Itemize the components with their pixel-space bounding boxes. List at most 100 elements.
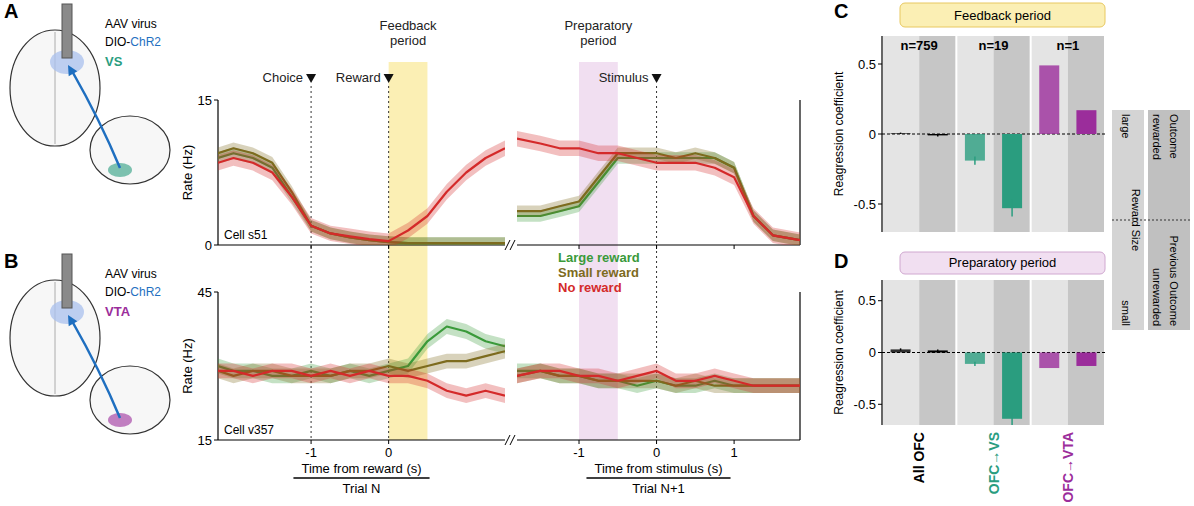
legend-text: large [1120,114,1132,138]
y-tick-label: 0.5 [858,57,876,72]
legend-text: rewarded [1151,114,1163,160]
y-tick-label: 15 [198,93,212,108]
x-tick [311,245,312,249]
y-tick-label: -0.5 [854,197,876,212]
panel-title: Preparatory period [949,255,1057,270]
y-axis [217,100,218,245]
legend-text: Outcome [1168,114,1180,159]
axis-break [505,435,515,445]
event-line [388,86,389,440]
sem-band [218,364,505,404]
target-label: VTA [105,304,131,319]
error-bar [937,134,939,136]
error-bar [974,156,976,164]
y-tick-label: 0 [869,345,876,360]
bar [1002,353,1022,419]
period-label-line: Feedback [379,18,437,33]
plot-data [891,348,1097,425]
y-axis-title: Rate (Hz) [180,145,195,201]
event-marker [384,74,394,83]
sem-band [517,131,800,245]
error-bar [900,133,902,134]
x-axis [517,244,800,245]
panel-title: Feedback period [954,8,1051,23]
sem-band [517,364,800,394]
plot-data [218,141,505,245]
bar [891,133,911,135]
construct-part: ChR2 [130,35,161,49]
midline [55,32,56,144]
axis-break [505,240,515,250]
period-label: Feedbackperiod [379,18,437,48]
midline [55,282,56,394]
period-label: Preparatoryperiod [564,18,632,48]
x-tick [388,245,389,249]
x-tick [579,440,580,444]
plot-data [517,364,800,394]
plot-data [218,319,505,403]
bar-panel: Preparatory period -0.5 0 0.5 Reagression co… [832,252,1105,503]
y-tick [214,440,218,441]
panel-letter: C [834,0,848,22]
y-axis-title: Rate (Hz) [180,338,195,394]
y-tick-label: 0.5 [858,293,876,308]
error-bar [1011,200,1013,217]
virus-label: AAV virus [105,267,157,281]
plot-data [517,131,800,245]
x-tick [734,245,735,249]
legend-entry: No reward [558,280,622,295]
legend-text: small [1120,300,1132,326]
y-tick-label: 0 [205,238,212,253]
n-label: n=759 [901,38,938,53]
x-tick-label: 1 [730,445,737,460]
x-axis-title: Time from stimulus (s) [594,461,722,476]
arrow-head [68,315,77,326]
y-tick [878,204,882,205]
zero-line [882,352,1105,353]
period-label-line: Preparatory [564,18,632,33]
x-tick [656,245,657,249]
target-label: VS [105,54,123,69]
x-tick [579,245,580,249]
panel-letter: A [4,0,18,22]
rate-line [517,371,800,386]
legend-text: unrewarded [1151,268,1163,326]
legend-text: Previous Outcome [1168,236,1180,326]
bar [1076,353,1096,366]
x-tick [311,440,312,444]
x-tick-label: -1 [305,445,317,460]
y-tick-label: 0 [869,127,876,142]
y-tick [878,404,882,405]
virus-label: AAV virus [105,17,157,31]
panel-letter: D [834,250,848,272]
optic-fiber [62,254,72,308]
title-box [900,252,1105,274]
event-line [311,86,312,440]
y-axis-title: Reagression coefficient [832,71,846,196]
x-axis-title: Time from reward (s) [301,461,421,476]
bar [1039,65,1059,134]
y-tick-label: 45 [198,285,212,300]
y-axis-title: Reagression coefficient [832,290,846,415]
optic-fiber [62,4,72,58]
bar-panel: Feedback period -0.5 0 0.5 Reagression coeff… [832,3,1105,232]
n-label: n=1 [1056,38,1079,53]
panel-letter: B [4,250,18,272]
error-bar [937,349,939,351]
y-tick-label: 15 [198,433,212,448]
line-panel: 015Rate (Hz)Cell s51 [180,93,505,253]
right-axis [799,292,800,440]
zero-line [882,134,1105,135]
brain-section [10,280,100,396]
construct-label: DIO-ChR2 [105,285,161,299]
y-tick-label: -0.5 [854,397,876,412]
x-axis [218,439,505,440]
projection-arrow [72,321,120,418]
x-tick [656,440,657,444]
bar [1076,110,1096,134]
category-label: OFC→VTA [1060,432,1076,503]
sem-band [218,143,505,246]
construct-label: DIO-ChR2 [105,35,161,49]
trial-label: Trial N+1 [632,481,685,496]
brain-section [10,30,100,146]
